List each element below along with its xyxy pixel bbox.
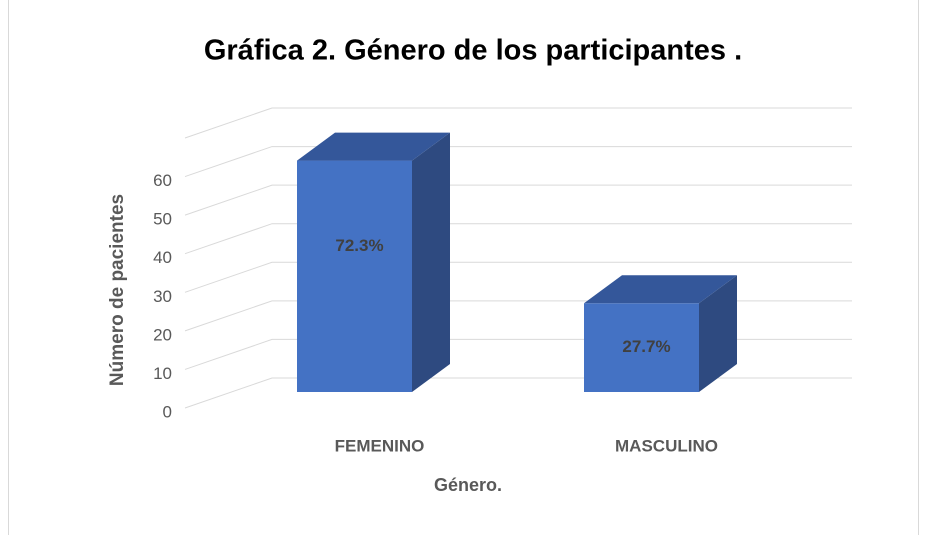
y-axis-title: Número de pacientes — [107, 194, 128, 386]
y-tick-label: 50 — [153, 210, 172, 229]
bar-top — [584, 275, 737, 304]
y-tick-label: 10 — [153, 364, 172, 383]
bar-side — [699, 275, 737, 392]
wall-edge — [184, 107, 852, 139]
data-label: 72.3% — [335, 236, 383, 255]
chart-title: Gráfica 2. Género de los participantes . — [204, 35, 742, 67]
y-tick-label: 30 — [153, 287, 172, 306]
data-label: 27.7% — [622, 337, 670, 356]
bar — [297, 160, 412, 392]
bar — [584, 303, 699, 392]
grid-line — [184, 184, 852, 216]
grid-line — [184, 146, 852, 178]
y-tick-label: 40 — [153, 248, 172, 267]
chart-border — [8, 0, 919, 535]
x-tick-label: FEMENINO — [335, 436, 425, 455]
bar-top — [297, 132, 450, 161]
y-tick-label: 60 — [153, 171, 172, 190]
y-tick-label: 20 — [153, 325, 172, 344]
grid-line — [184, 223, 852, 255]
y-tick-label: 0 — [163, 402, 172, 421]
bar-side — [412, 132, 450, 393]
grid-line — [184, 261, 852, 293]
x-tick-label: MASCULINO — [615, 436, 718, 455]
x-axis-title: Género. — [434, 475, 502, 495]
